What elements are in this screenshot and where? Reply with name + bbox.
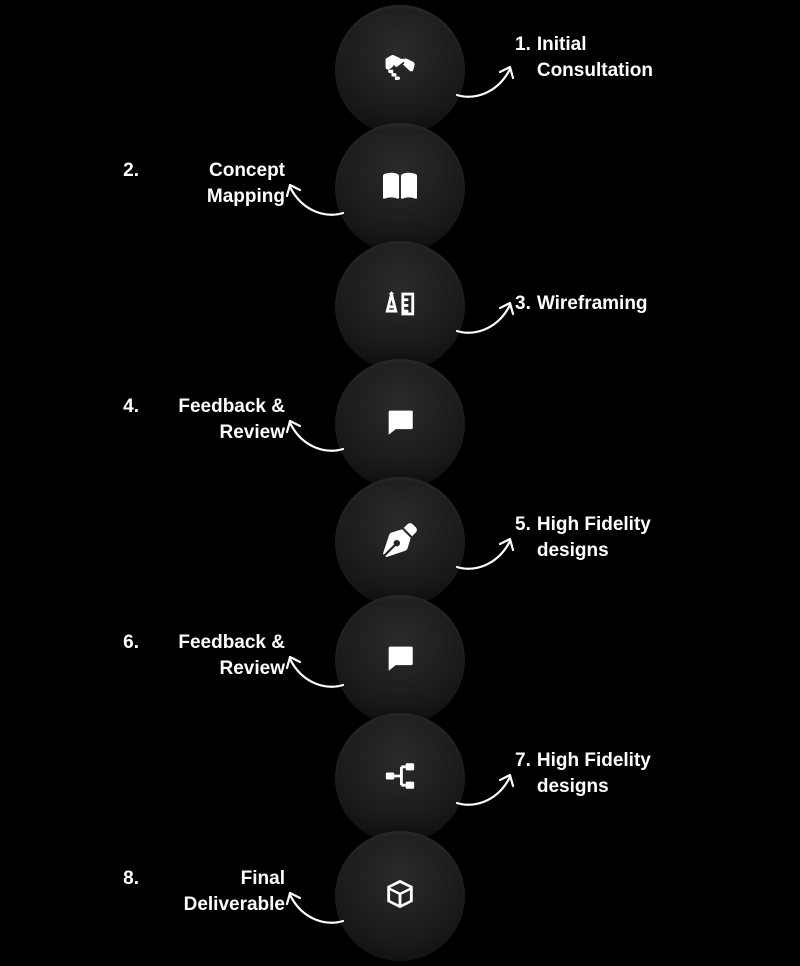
step-title: High Fidelity designs (537, 512, 667, 563)
step-label: 4. Feedback & Review (85, 394, 285, 445)
step-circle (335, 477, 465, 607)
step-circle (335, 5, 465, 135)
step-1: 1. Initial Consultation (0, 10, 800, 130)
step-title: Wireframing (537, 291, 648, 317)
step-circle (335, 831, 465, 961)
step-4: 4. Feedback & Review (0, 364, 800, 484)
step-label: 1. Initial Consultation (515, 32, 715, 83)
handshake-icon (383, 51, 417, 90)
sitemap-icon (383, 759, 417, 798)
step-number: 6. (123, 630, 139, 656)
arrow-left-icon (278, 173, 348, 223)
step-5: 5. High Fidelity designs (0, 482, 800, 602)
step-circle (335, 241, 465, 371)
step-label: 3. Wireframing (515, 291, 715, 317)
step-title: High Fidelity designs (537, 748, 667, 799)
arrow-left-icon (278, 881, 348, 931)
step-label: 7. High Fidelity designs (515, 748, 715, 799)
arrow-right-icon (452, 527, 522, 577)
package-icon (383, 877, 417, 916)
chat-icon (383, 405, 417, 444)
step-label: 8. Final Deliverable (85, 866, 285, 917)
book-icon (383, 169, 417, 208)
step-title: Final Deliverable (145, 866, 285, 917)
step-number: 3. (515, 291, 531, 317)
step-circle (335, 123, 465, 253)
process-timeline: 1. Initial Consultation 2. Concept Mappi… (0, 0, 800, 966)
step-title: Feedback & Review (145, 394, 285, 445)
arrow-left-icon (278, 645, 348, 695)
step-title: Initial Consultation (537, 32, 667, 83)
step-label: 5. High Fidelity designs (515, 512, 715, 563)
step-circle (335, 359, 465, 489)
step-number: 5. (515, 512, 531, 538)
arrow-right-icon (452, 55, 522, 105)
step-number: 2. (123, 158, 139, 184)
step-circle (335, 595, 465, 725)
step-number: 4. (123, 394, 139, 420)
step-2: 2. Concept Mapping (0, 128, 800, 248)
arrow-right-icon (452, 763, 522, 813)
step-number: 7. (515, 748, 531, 774)
step-title: Feedback & Review (145, 630, 285, 681)
chat-icon (383, 641, 417, 680)
step-number: 1. (515, 32, 531, 58)
pen-nib-icon (383, 523, 417, 562)
arrow-left-icon (278, 409, 348, 459)
step-label: 2. Concept Mapping (85, 158, 285, 209)
step-7: 7. High Fidelity designs (0, 718, 800, 838)
step-title: Concept Mapping (145, 158, 285, 209)
pencil-ruler-icon (383, 287, 417, 326)
step-number: 8. (123, 866, 139, 892)
step-6: 6. Feedback & Review (0, 600, 800, 720)
step-label: 6. Feedback & Review (85, 630, 285, 681)
step-8: 8. Final Deliverable (0, 836, 800, 956)
step-circle (335, 713, 465, 843)
step-3: 3. Wireframing (0, 246, 800, 366)
arrow-right-icon (452, 291, 522, 341)
